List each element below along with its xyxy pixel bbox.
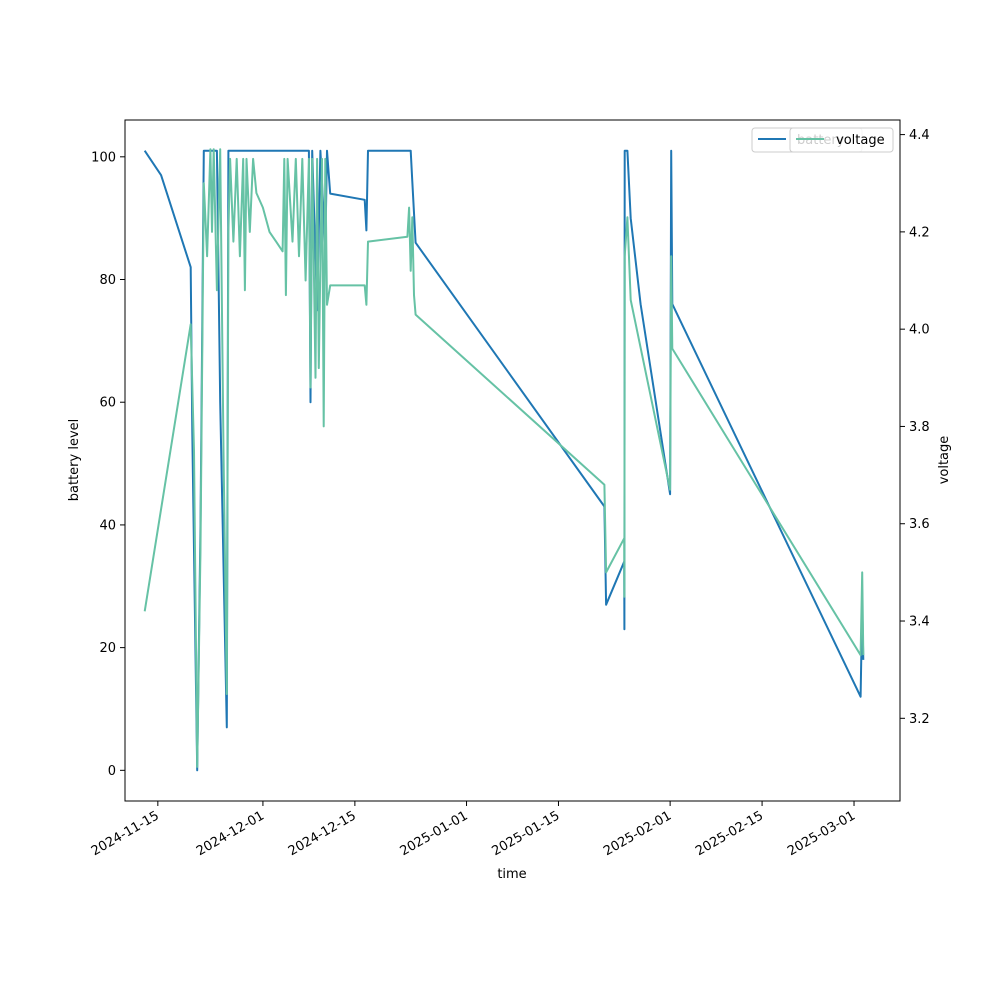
plot-lines (143, 148, 865, 772)
y2-tick-label: 4.0 (909, 323, 930, 338)
legend-voltage-box (789, 127, 894, 153)
y-tick-label: 40 (99, 518, 116, 533)
y-axis-label: battery level (67, 419, 82, 502)
legend-voltage: voltage (789, 127, 894, 153)
y2-tick-label: 4.4 (909, 128, 930, 143)
legend-voltage-label: voltage (836, 133, 885, 148)
y-axis-ticks: 0 20 40 60 80 100 (91, 150, 125, 779)
x-axis-label: time (497, 867, 526, 882)
series-line-battery (143, 149, 865, 772)
plot-frame (124, 119, 901, 802)
series-line-voltage (143, 148, 865, 768)
y-tick-label: 80 (99, 273, 116, 288)
y2-axis-label: voltage (937, 436, 952, 485)
y2-tick-label: 3.2 (909, 712, 930, 727)
y-tick-label: 0 (108, 764, 116, 779)
y-tick-label: 60 (99, 396, 116, 411)
y-tick-label: 20 (99, 641, 116, 656)
y2-axis-ticks: 3.2 3.4 3.6 3.8 4.0 4.2 4.4 (900, 128, 930, 727)
y2-tick-label: 3.4 (909, 615, 930, 630)
y-tick-label: 100 (91, 150, 116, 165)
y2-tick-label: 3.6 (909, 517, 930, 532)
y2-tick-label: 4.2 (909, 225, 930, 240)
y2-tick-label: 3.8 (909, 420, 930, 435)
